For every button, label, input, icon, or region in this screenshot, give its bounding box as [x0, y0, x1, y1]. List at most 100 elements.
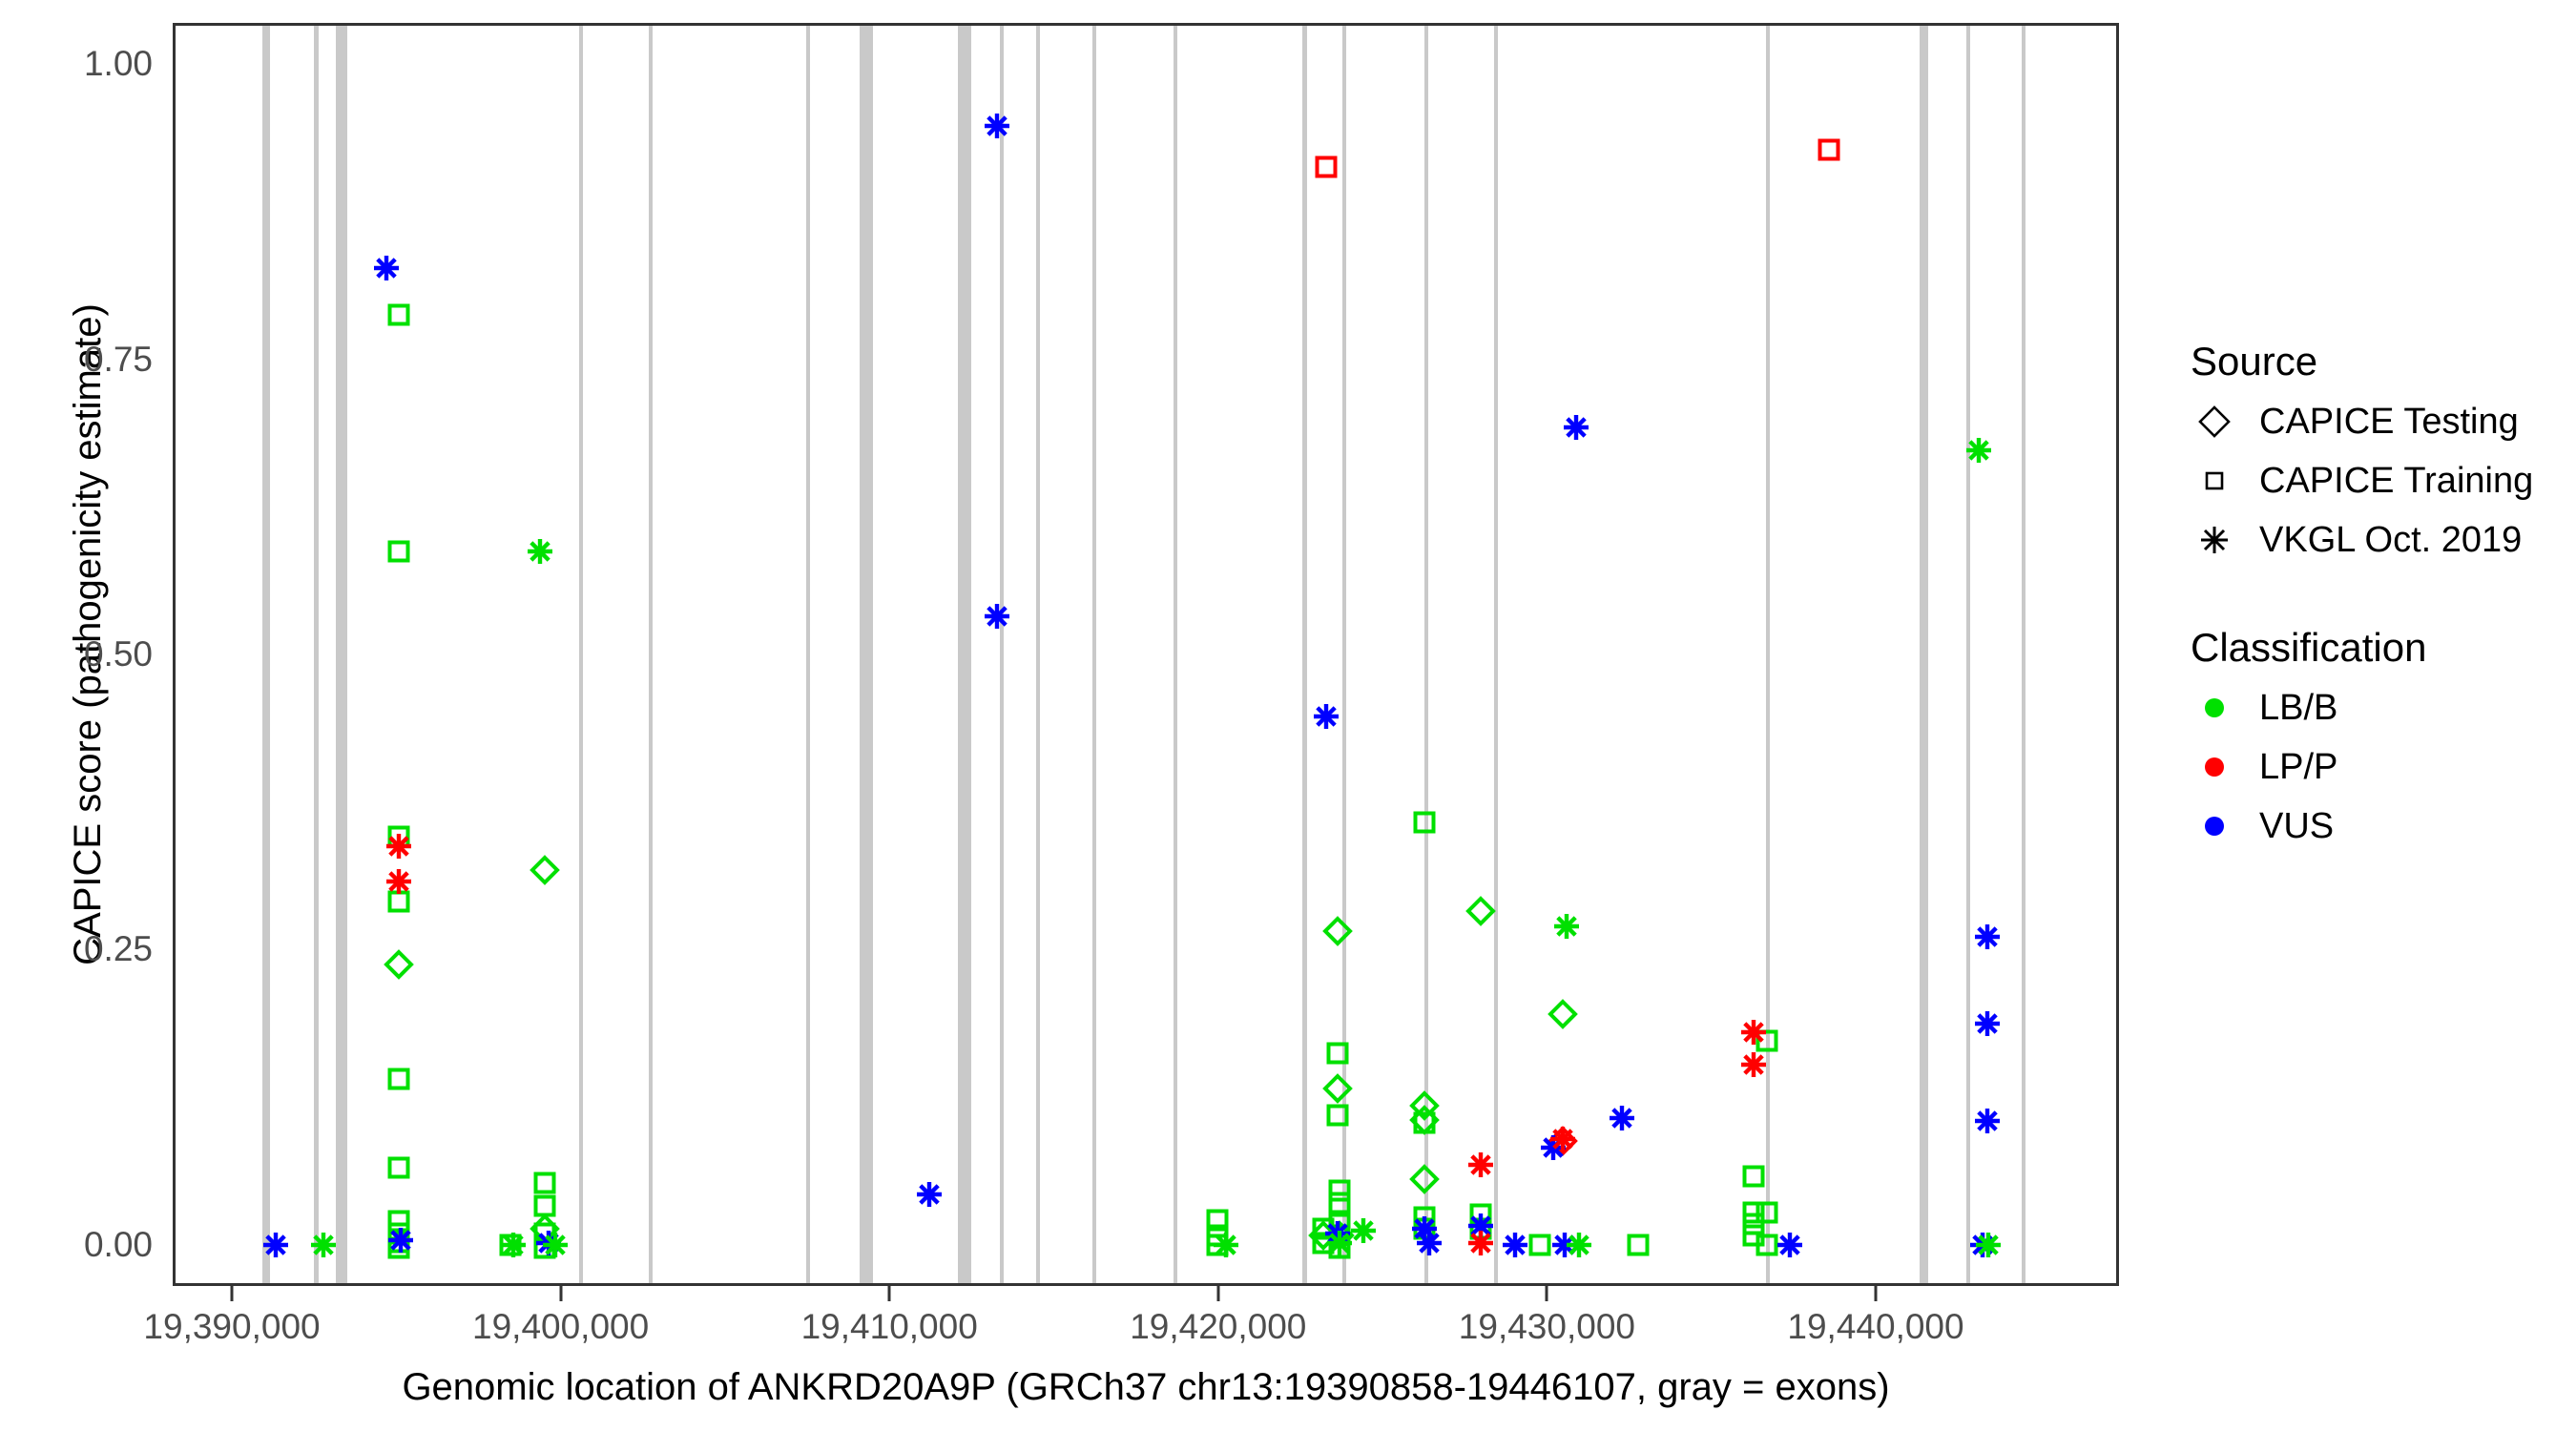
y-tick-label: 0.25	[83, 929, 153, 969]
data-point	[983, 602, 1011, 631]
data-point	[1562, 413, 1590, 442]
data-point	[1973, 923, 2002, 951]
x-axis-ticks: 19,390,000 19,400,000 19,410,000 19,420,000…	[143, 1286, 2119, 1400]
legend-label-vus: VUS	[2259, 805, 2335, 846]
circle-blue-icon	[2185, 797, 2244, 856]
exon-band	[261, 26, 270, 1283]
data-point	[1465, 896, 1496, 926]
legend-item-capice-testing[interactable]: CAPICE Testing	[2185, 392, 2566, 451]
x-tick-label: 19,420,000	[1130, 1307, 1307, 1346]
exon-band	[805, 26, 810, 1283]
data-point	[983, 112, 1011, 140]
legend-label-capice-training: CAPICE Training	[2259, 460, 2534, 501]
data-point	[1466, 1151, 1495, 1179]
data-point	[1739, 1221, 1768, 1250]
legend-item-lpp[interactable]: LP/P	[2185, 737, 2566, 797]
data-point	[1565, 1231, 1593, 1259]
data-point	[1739, 1162, 1768, 1191]
data-point	[1325, 1234, 1354, 1262]
data-point	[1548, 1125, 1577, 1153]
legend-title-classification: Classification	[2191, 625, 2427, 670]
exon-band	[579, 26, 584, 1283]
y-tick-label: 1.00	[83, 44, 153, 84]
x-tick-label: 19,440,000	[1787, 1307, 1964, 1346]
data-point	[384, 1228, 413, 1256]
y-axis-ticks: 0.00 0.25 0.50 0.75 1.00	[19, 0, 190, 1431]
data-point	[1466, 1214, 1495, 1243]
x-tick-mark	[1545, 1286, 1548, 1301]
data-point	[526, 537, 554, 566]
diamond-icon	[2185, 392, 2244, 451]
data-point	[1323, 1219, 1352, 1248]
data-point	[384, 1065, 413, 1093]
data-point	[530, 1234, 559, 1262]
data-point	[1776, 1231, 1804, 1259]
data-point	[384, 832, 413, 861]
asterisk-icon	[2185, 510, 2244, 570]
data-point	[1973, 1107, 2002, 1135]
data-point	[530, 1169, 559, 1197]
data-point	[1973, 1009, 2002, 1038]
data-point	[1324, 1220, 1355, 1252]
data-point	[1552, 912, 1581, 941]
data-point	[1608, 1104, 1636, 1132]
exon-band	[314, 26, 319, 1283]
data-point	[384, 537, 413, 566]
data-point	[1815, 135, 1843, 164]
data-point	[1203, 1221, 1232, 1250]
data-point	[499, 1231, 528, 1259]
data-point	[1309, 1229, 1338, 1257]
data-point	[1212, 1231, 1240, 1259]
data-point	[1466, 1212, 1495, 1240]
data-point	[1325, 1176, 1354, 1205]
data-point	[1526, 1231, 1554, 1259]
y-tick-label: 0.00	[83, 1224, 153, 1264]
legend-label-lpp: LP/P	[2259, 746, 2338, 787]
legend-item-capice-training[interactable]: CAPICE Training	[2185, 451, 2566, 510]
legend-item-vkgl[interactable]: VKGL Oct. 2019	[2185, 510, 2566, 570]
square-icon	[2185, 451, 2244, 510]
plot-panel	[173, 23, 2119, 1286]
data-point	[384, 948, 415, 980]
data-point	[534, 1229, 563, 1257]
data-point	[1312, 153, 1340, 181]
x-tick-label: 19,400,000	[472, 1307, 650, 1346]
y-tick-label: 0.75	[83, 339, 153, 379]
exon-band	[1091, 26, 1096, 1283]
data-point	[1539, 1133, 1568, 1162]
data-point	[1624, 1231, 1652, 1259]
plot-area	[176, 26, 2116, 1283]
data-point	[1501, 1231, 1529, 1259]
exon-band	[2021, 26, 2025, 1283]
data-point	[1312, 702, 1340, 731]
data-point	[384, 1153, 413, 1182]
exon-band	[1920, 26, 1928, 1283]
circle-green-icon	[2185, 678, 2244, 737]
exon-band	[1302, 26, 1308, 1283]
exon-band	[1423, 26, 1428, 1283]
legend-item-vus[interactable]: VUS	[2185, 797, 2566, 856]
data-point	[530, 1213, 560, 1244]
x-tick-mark	[559, 1286, 563, 1301]
exon-band	[648, 26, 653, 1283]
data-point	[1466, 1229, 1495, 1257]
exon-band	[1173, 26, 1177, 1283]
x-tick-mark	[887, 1286, 891, 1301]
legend-item-lbb[interactable]: LB/B	[2185, 678, 2566, 737]
data-point	[1550, 1231, 1579, 1259]
data-point	[1739, 1198, 1768, 1227]
legend-group-classification: Classification LB/B LP/P VUS	[2185, 625, 2566, 856]
data-point	[541, 1231, 570, 1259]
data-point	[386, 1226, 415, 1255]
legend-label-lbb: LB/B	[2259, 687, 2338, 728]
y-tick-label: 0.50	[83, 634, 153, 674]
data-point	[1325, 1229, 1354, 1257]
data-point	[1548, 998, 1579, 1029]
data-point	[1323, 1101, 1352, 1130]
data-point	[1203, 1231, 1232, 1259]
legend-label-vkgl: VKGL Oct. 2019	[2259, 519, 2523, 560]
exon-band	[1493, 26, 1498, 1283]
data-point	[1325, 1189, 1354, 1217]
exon-band	[958, 26, 971, 1283]
